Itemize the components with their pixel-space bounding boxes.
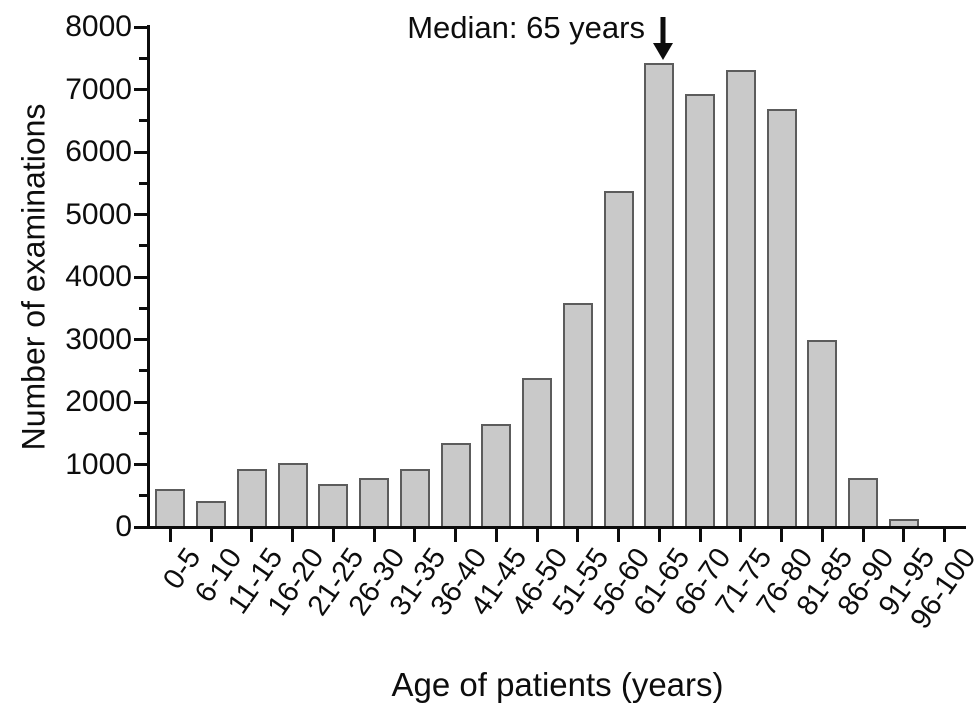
y-major-tick: [134, 526, 147, 529]
x-tick: [291, 529, 295, 542]
y-major-tick: [134, 338, 147, 341]
y-major-tick: [134, 151, 147, 154]
y-minor-tick: [139, 57, 147, 60]
y-minor-tick: [139, 369, 147, 372]
x-axis-title: Age of patients (years): [391, 666, 724, 703]
bar: [440, 443, 471, 528]
x-tick: [943, 529, 947, 542]
y-minor-tick: [139, 182, 147, 185]
median-annotation: Median: 65 years: [407, 10, 645, 45]
y-tick-label: 4000: [65, 260, 132, 293]
x-tick: [331, 529, 335, 542]
bar: [236, 469, 267, 528]
bar: [562, 303, 593, 528]
y-tick-label: 1000: [65, 448, 132, 481]
x-tick: [739, 529, 743, 542]
bar: [522, 378, 553, 528]
y-minor-tick: [139, 494, 147, 497]
x-tick: [617, 529, 621, 542]
x-tick: [494, 529, 498, 542]
y-tick-label: 7000: [65, 73, 132, 106]
bar: [685, 94, 716, 528]
bar: [725, 70, 756, 528]
x-tick: [413, 529, 417, 542]
bar: [155, 489, 186, 528]
y-tick-label: 0: [115, 510, 132, 543]
y-minor-tick: [139, 432, 147, 435]
bar: [196, 501, 227, 528]
bar: [848, 478, 879, 528]
x-tick: [902, 529, 906, 542]
x-tick: [576, 529, 580, 542]
x-tick: [250, 529, 254, 542]
y-major-tick: [134, 26, 147, 29]
y-minor-tick: [139, 307, 147, 310]
y-tick-label: 5000: [65, 198, 132, 231]
y-tick-label: 2000: [65, 385, 132, 418]
down-arrow-icon: [653, 17, 673, 60]
x-tick: [535, 529, 539, 542]
x-tick: [168, 529, 172, 542]
bar: [399, 469, 430, 528]
bar: [318, 484, 349, 528]
y-tick-label: 8000: [65, 10, 132, 43]
y-major-tick: [134, 276, 147, 279]
bar: [481, 424, 512, 528]
y-tick-label: 3000: [65, 323, 132, 356]
x-tick: [454, 529, 458, 542]
y-major-tick: [134, 401, 147, 404]
y-tick-label: 6000: [65, 135, 132, 168]
x-tick: [698, 529, 702, 542]
x-tick: [209, 529, 213, 542]
bar: [644, 63, 675, 528]
x-tick: [820, 529, 824, 542]
x-tick: [780, 529, 784, 542]
bar: [766, 109, 797, 528]
y-axis-line: [147, 25, 150, 529]
y-major-tick: [134, 88, 147, 91]
bar: [888, 519, 919, 528]
x-tick: [372, 529, 376, 542]
x-tick: [861, 529, 865, 542]
bar: [603, 191, 634, 528]
bar: [277, 463, 308, 528]
bar: [359, 478, 390, 528]
bar: [807, 340, 838, 528]
x-tick: [657, 529, 661, 542]
y-major-tick: [134, 213, 147, 216]
y-major-tick: [134, 463, 147, 466]
y-minor-tick: [139, 244, 147, 247]
x-axis-line: [147, 526, 966, 529]
y-minor-tick: [139, 119, 147, 122]
